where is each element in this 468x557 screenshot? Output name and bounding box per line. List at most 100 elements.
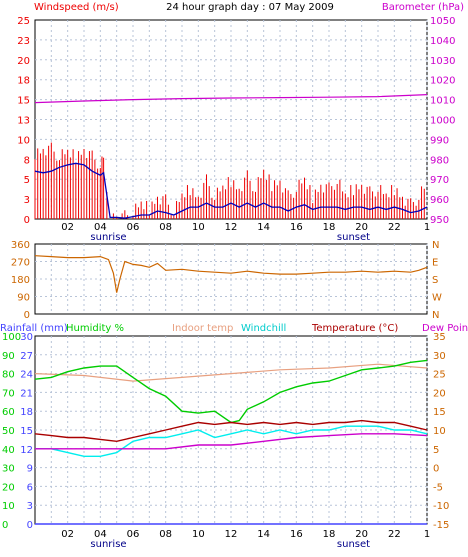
temperature-tick: -10 — [433, 501, 449, 512]
windspeed-tick: 10 — [17, 135, 30, 146]
sunset-label: sunset — [337, 232, 370, 243]
dew-point-line — [35, 433, 428, 450]
wind-panel-xtick: 10 — [192, 222, 205, 233]
rainfall-tick: 21 — [20, 388, 33, 399]
barometer-tick: 1030 — [430, 56, 455, 67]
barometer-tick: 970 — [430, 175, 449, 186]
direction-compass-tick: S — [432, 275, 438, 286]
temperature-tick: 10 — [433, 426, 446, 437]
windspeed-tick: 20 — [17, 56, 30, 67]
wind-panel-xtick: 04 — [94, 222, 107, 233]
temp-panel-xtick: 08 — [159, 529, 172, 540]
rainfall-tick: 24 — [20, 370, 33, 381]
windspeed-line — [34, 162, 428, 219]
temp-panel-xtick: 16 — [290, 529, 303, 540]
wind-panel-xtick: 22 — [388, 222, 401, 233]
direction-compass-tick: E — [432, 258, 438, 269]
direction-compass-tick: N — [432, 240, 439, 251]
wind-panel-xtick: 14 — [257, 222, 270, 233]
direction-line — [34, 255, 428, 293]
wind-panel-xtick: 12 — [225, 222, 238, 233]
direction-degree-tick: 180 — [11, 275, 30, 286]
direction-compass-tick: W — [432, 293, 442, 304]
legend-rainfall: Rainfall (mm) — [0, 323, 68, 334]
rainfall-tick: 9 — [27, 464, 33, 475]
temperature-tick: 0 — [433, 464, 439, 475]
temp-panel-xtick: 18 — [323, 529, 336, 540]
temperature-tick: 5 — [433, 445, 439, 456]
barometer-tick: 980 — [430, 155, 449, 166]
barometer-line — [34, 94, 428, 104]
windspeed-tick: 15 — [17, 96, 30, 107]
humidity-tick: 40 — [2, 445, 15, 456]
humidity-tick: 50 — [2, 426, 15, 437]
windspeed-tick: 3 — [24, 195, 30, 206]
temp-panel-xtick: 1 — [424, 529, 430, 540]
temp-panel-xtick: 06 — [127, 529, 140, 540]
humidity-tick: 70 — [2, 388, 15, 399]
direction-degree-tick: 90 — [17, 293, 30, 304]
windspeed-tick: 5 — [24, 175, 30, 186]
temp-panel-xtick: 22 — [388, 529, 401, 540]
temp-panel-xtick: 14 — [257, 529, 270, 540]
rainfall-tick: 0 — [27, 520, 33, 531]
windspeed-tick: 25 — [17, 16, 30, 27]
humidity-tick: 20 — [2, 482, 15, 493]
humidity-tick: 30 — [2, 464, 15, 475]
humidity-tick: 100 — [2, 332, 21, 343]
windspeed-tick: 13 — [17, 116, 30, 127]
legend-indoor-temp: Indoor temp — [172, 323, 233, 334]
temp-panel-xtick: 12 — [225, 529, 238, 540]
windchill-line — [35, 425, 428, 457]
barometer-tick: 960 — [430, 195, 449, 206]
sunset-label-bottom: sunset — [337, 539, 370, 550]
wind-panel-xtick: 1 — [424, 222, 430, 233]
temperature-line — [34, 419, 428, 443]
windspeed-tick: 0 — [24, 215, 30, 226]
direction-degree-tick: 0 — [24, 310, 30, 321]
barometer-tick: 1010 — [430, 96, 455, 107]
humidity-tick: 0 — [2, 520, 8, 531]
temperature-tick: -15 — [433, 520, 449, 531]
temp-panel-xtick: 02 — [61, 529, 74, 540]
temp-panel-xtick: 20 — [355, 529, 368, 540]
rainfall-tick: 30 — [20, 332, 33, 343]
wind-panel-xtick: 02 — [61, 222, 74, 233]
temperature-tick: 30 — [433, 351, 446, 362]
barometer-axis-label: Barometer (hPa) — [382, 2, 464, 13]
windspeed-tick: 23 — [17, 36, 30, 47]
windspeed-axis-label: Windspeed (m/s) — [34, 2, 119, 13]
barometer-tick: 1040 — [430, 36, 455, 47]
wind-panel-xtick: 08 — [159, 222, 172, 233]
chart-title: 24 hour graph day : 07 May 2009 — [166, 2, 334, 13]
barometer-tick: 1050 — [430, 16, 455, 27]
indoor-temp-line — [34, 363, 428, 382]
barometer-tick: 990 — [430, 135, 449, 146]
wind-panel-xtick: 06 — [127, 222, 140, 233]
barometer-tick: 1020 — [430, 76, 455, 87]
rainfall-tick: 6 — [27, 482, 33, 493]
humidity-tick: 90 — [2, 351, 15, 362]
humidity-tick: 80 — [2, 370, 15, 381]
temperature-tick: 15 — [433, 407, 446, 418]
sunrise-label: sunrise — [90, 232, 126, 243]
humidity-tick: 60 — [2, 407, 15, 418]
rainfall-tick: 15 — [20, 426, 33, 437]
rainfall-tick: 27 — [20, 351, 33, 362]
temperature-tick: 35 — [433, 332, 446, 343]
temp-panel-xtick: 04 — [94, 529, 107, 540]
direction-degree-tick: 270 — [11, 258, 30, 269]
temperature-tick: 20 — [433, 388, 446, 399]
barometer-tick: 950 — [430, 215, 449, 226]
legend-dew-point: Dew Point — [422, 323, 468, 334]
wind-panel-xtick: 20 — [355, 222, 368, 233]
windspeed-tick: 18 — [17, 76, 30, 87]
wind-panel-xtick: 18 — [323, 222, 336, 233]
legend-humidity: Humidity % — [66, 323, 124, 334]
wind-panel-xtick: 16 — [290, 222, 303, 233]
temp-panel-xtick: 10 — [192, 529, 205, 540]
rainfall-tick: 18 — [20, 407, 33, 418]
direction-degree-tick: 360 — [11, 240, 30, 251]
